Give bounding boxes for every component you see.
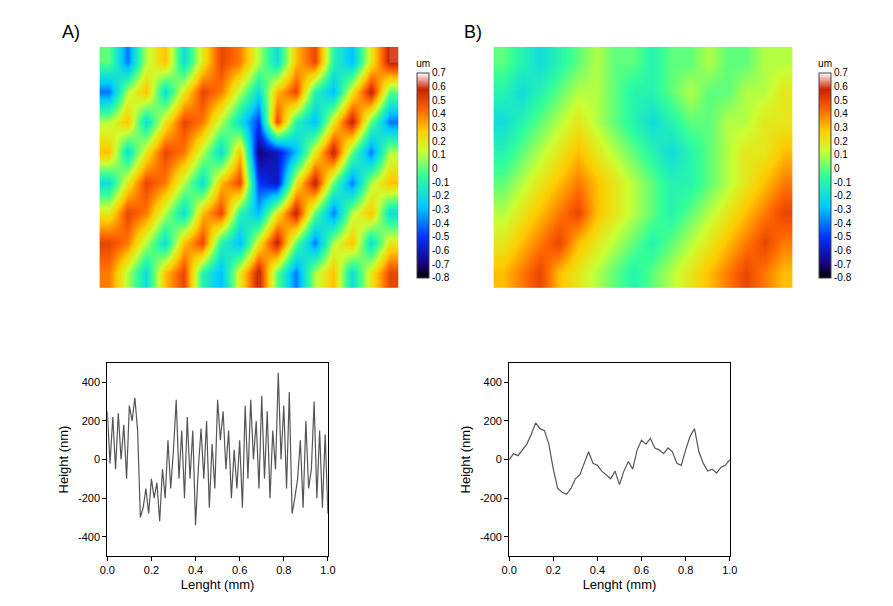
svg-text:-0.3: -0.3 xyxy=(834,204,852,215)
svg-text:0.4: 0.4 xyxy=(432,108,446,119)
svg-text:0: 0 xyxy=(94,453,100,465)
svg-text:-0.2: -0.2 xyxy=(834,190,852,201)
svg-text:-0.6: -0.6 xyxy=(432,245,450,256)
svg-text:Lenght (mm): Lenght (mm) xyxy=(583,577,657,592)
svg-text:-0.6: -0.6 xyxy=(834,245,852,256)
svg-text:200: 200 xyxy=(82,415,100,427)
svg-text:0.1: 0.1 xyxy=(834,149,848,160)
svg-text:0.6: 0.6 xyxy=(432,81,446,92)
svg-text:0.2: 0.2 xyxy=(144,564,159,576)
svg-text:-0.4: -0.4 xyxy=(834,218,852,229)
svg-text:0.5: 0.5 xyxy=(432,95,446,106)
svg-text:0.1: 0.1 xyxy=(432,149,446,160)
svg-text:-0.1: -0.1 xyxy=(432,177,450,188)
svg-text:Lenght (mm): Lenght (mm) xyxy=(181,577,255,592)
svg-text:-0.7: -0.7 xyxy=(834,259,852,270)
svg-text:400: 400 xyxy=(484,376,502,388)
svg-text:-400: -400 xyxy=(78,531,100,543)
svg-text:0: 0 xyxy=(432,163,438,174)
svg-text:Height (nm): Height (nm) xyxy=(56,426,71,494)
svg-text:um: um xyxy=(416,58,430,69)
svg-text:1.0: 1.0 xyxy=(722,564,737,576)
svg-text:0.0: 0.0 xyxy=(502,564,517,576)
svg-text:B): B) xyxy=(464,22,482,42)
svg-text:-0.5: -0.5 xyxy=(432,231,450,242)
svg-text:0.4: 0.4 xyxy=(834,108,848,119)
svg-text:0.4: 0.4 xyxy=(590,564,605,576)
svg-text:-0.4: -0.4 xyxy=(432,218,450,229)
svg-text:200: 200 xyxy=(484,415,502,427)
svg-text:0.0: 0.0 xyxy=(100,564,115,576)
svg-text:0.5: 0.5 xyxy=(834,95,848,106)
svg-text:-0.8: -0.8 xyxy=(834,272,852,283)
svg-text:0.7: 0.7 xyxy=(432,67,446,78)
svg-text:0.7: 0.7 xyxy=(834,67,848,78)
svg-text:um: um xyxy=(818,58,832,69)
svg-text:0.3: 0.3 xyxy=(432,122,446,133)
svg-text:-400: -400 xyxy=(480,531,502,543)
svg-text:0.8: 0.8 xyxy=(276,564,291,576)
svg-text:-200: -200 xyxy=(78,492,100,504)
svg-text:0.6: 0.6 xyxy=(232,564,247,576)
svg-text:-200: -200 xyxy=(480,492,502,504)
svg-text:Height (nm): Height (nm) xyxy=(458,426,473,494)
svg-text:400: 400 xyxy=(82,376,100,388)
svg-text:-0.8: -0.8 xyxy=(432,272,450,283)
svg-text:0.3: 0.3 xyxy=(834,122,848,133)
svg-text:-0.2: -0.2 xyxy=(432,190,450,201)
svg-text:-0.1: -0.1 xyxy=(834,177,852,188)
svg-text:-0.3: -0.3 xyxy=(432,204,450,215)
svg-text:-0.5: -0.5 xyxy=(834,231,852,242)
svg-text:0.2: 0.2 xyxy=(546,564,561,576)
svg-text:0.6: 0.6 xyxy=(834,81,848,92)
svg-text:0.2: 0.2 xyxy=(432,136,446,147)
svg-text:0.8: 0.8 xyxy=(678,564,693,576)
svg-text:0.4: 0.4 xyxy=(188,564,203,576)
svg-text:0.6: 0.6 xyxy=(634,564,649,576)
svg-text:0: 0 xyxy=(834,163,840,174)
svg-text:0: 0 xyxy=(496,453,502,465)
svg-text:1.0: 1.0 xyxy=(320,564,335,576)
svg-text:0.2: 0.2 xyxy=(834,136,848,147)
svg-text:-0.7: -0.7 xyxy=(432,259,450,270)
svg-text:A): A) xyxy=(62,22,80,42)
